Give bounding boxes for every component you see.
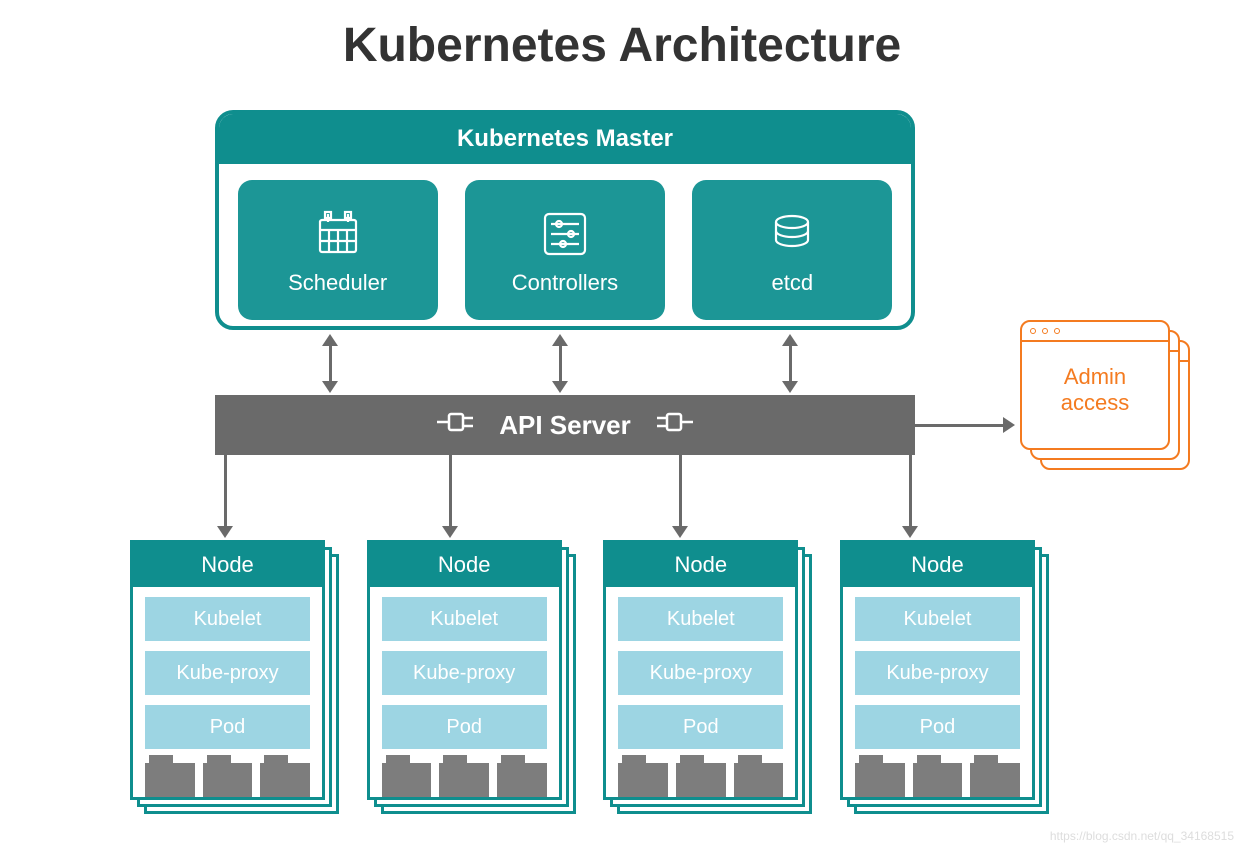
- pod-containers: [618, 755, 783, 797]
- master-card-label: etcd: [772, 270, 814, 296]
- node-stack: Node Kubelet Kube-proxy Pod: [840, 540, 1050, 820]
- node-item-kubelet: Kubelet: [382, 597, 547, 641]
- api-server-label: API Server: [499, 410, 631, 441]
- container-icon: [382, 755, 432, 797]
- node-header: Node: [606, 543, 795, 587]
- node-card: Node Kubelet Kube-proxy Pod: [130, 540, 325, 800]
- node-item-kubelet: Kubelet: [618, 597, 783, 641]
- master-card-controllers: Controllers: [465, 180, 665, 320]
- node-item-kubeproxy: Kube-proxy: [855, 651, 1020, 695]
- admin-label: Adminaccess: [1020, 320, 1170, 450]
- database-icon: [766, 204, 818, 264]
- pod-containers: [145, 755, 310, 797]
- sliders-icon: [539, 204, 591, 264]
- master-body: Scheduler Controllers etcd: [219, 164, 911, 336]
- container-icon: [439, 755, 489, 797]
- node-item-pod: Pod: [145, 705, 310, 749]
- pod-containers: [855, 755, 1020, 797]
- node-item-pod: Pod: [618, 705, 783, 749]
- master-card-etcd: etcd: [692, 180, 892, 320]
- node-item-pod: Pod: [382, 705, 547, 749]
- container-icon: [145, 755, 195, 797]
- node-item-kubeproxy: Kube-proxy: [382, 651, 547, 695]
- node-item-kubeproxy: Kube-proxy: [618, 651, 783, 695]
- page-title: Kubernetes Architecture: [0, 18, 1244, 73]
- master-panel: Kubernetes Master Scheduler Controllers et…: [215, 110, 915, 330]
- node-card: Node Kubelet Kube-proxy Pod: [840, 540, 1035, 800]
- container-icon: [497, 755, 547, 797]
- node-item-pod: Pod: [855, 705, 1020, 749]
- node-stack: Node Kubelet Kube-proxy Pod: [130, 540, 340, 820]
- container-icon: [734, 755, 784, 797]
- node-header: Node: [133, 543, 322, 587]
- plug-icon: [649, 408, 693, 443]
- container-icon: [970, 755, 1020, 797]
- container-icon: [618, 755, 668, 797]
- node-item-kubelet: Kubelet: [145, 597, 310, 641]
- nodes-row: Node Kubelet Kube-proxy Pod Node Kubelet Kube-…: [130, 540, 1050, 820]
- container-icon: [913, 755, 963, 797]
- plug-icon: [437, 408, 481, 443]
- master-card-label: Scheduler: [288, 270, 387, 296]
- node-header: Node: [843, 543, 1032, 587]
- admin-access-panel: Adminaccess: [1020, 320, 1190, 470]
- watermark: https://blog.csdn.net/qq_34168515: [1050, 829, 1234, 843]
- container-icon: [676, 755, 726, 797]
- node-header: Node: [370, 543, 559, 587]
- node-item-kubelet: Kubelet: [855, 597, 1020, 641]
- container-icon: [855, 755, 905, 797]
- calendar-icon: [312, 204, 364, 264]
- node-stack: Node Kubelet Kube-proxy Pod: [603, 540, 813, 820]
- node-stack: Node Kubelet Kube-proxy Pod: [367, 540, 577, 820]
- pod-containers: [382, 755, 547, 797]
- node-card: Node Kubelet Kube-proxy Pod: [603, 540, 798, 800]
- api-server-bar: API Server: [215, 395, 915, 455]
- master-card-label: Controllers: [512, 270, 618, 296]
- node-card: Node Kubelet Kube-proxy Pod: [367, 540, 562, 800]
- container-icon: [260, 755, 310, 797]
- master-card-scheduler: Scheduler: [238, 180, 438, 320]
- container-icon: [203, 755, 253, 797]
- master-header: Kubernetes Master: [219, 114, 911, 164]
- node-item-kubeproxy: Kube-proxy: [145, 651, 310, 695]
